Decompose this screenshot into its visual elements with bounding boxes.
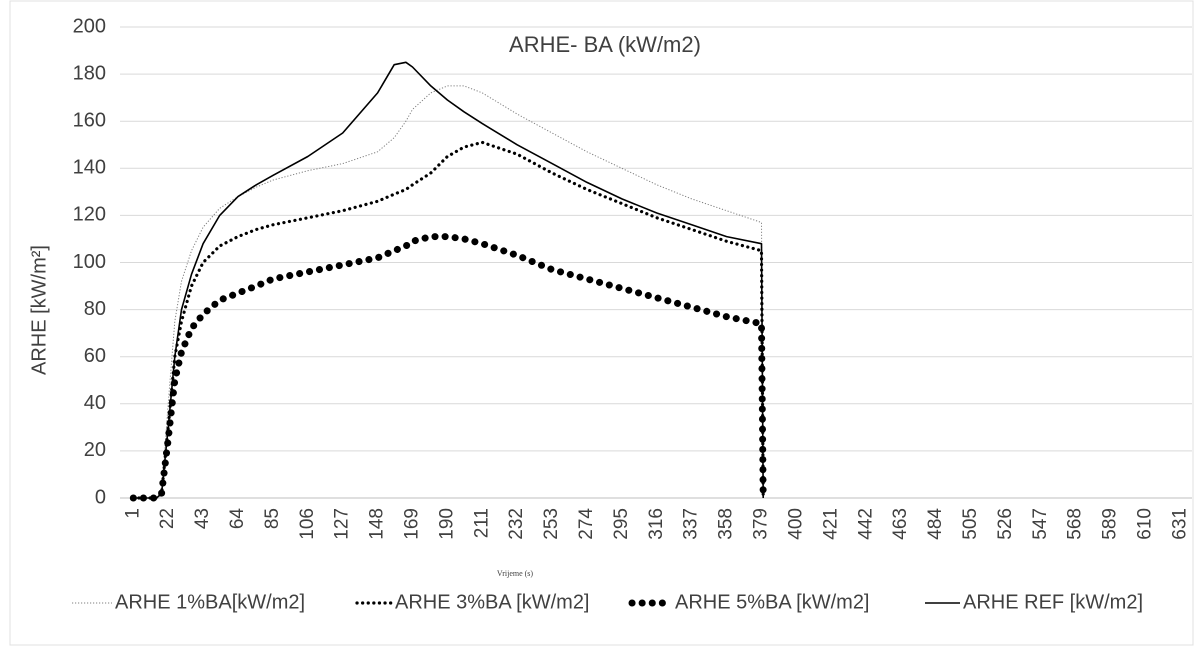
x-tick-label: 64 (227, 508, 248, 530)
x-tick-label: 337 (681, 508, 702, 540)
x-tick-label: 211 (471, 508, 492, 538)
x-tick-label: 190 (436, 508, 457, 540)
y-tick-label: 80 (84, 298, 106, 320)
x-tick-label: 22 (157, 508, 178, 529)
x-tick-label: 631 (1169, 508, 1190, 540)
y-axis-label: ARHE [kW/m²] (28, 245, 50, 375)
x-tick-label: 463 (890, 508, 911, 540)
legend-label: ARHE 3%BA [kW/m2] (395, 591, 590, 613)
x-tick-label: 421 (820, 508, 841, 540)
x-tick-label: 589 (1100, 508, 1121, 540)
x-tick-label: 442 (855, 508, 876, 540)
x-tick-label: 43 (192, 508, 213, 529)
legend-label: ARHE REF [kW/m2] (963, 591, 1143, 613)
legend-label: ARHE 5%BA [kW/m2] (675, 591, 870, 613)
y-tick-label: 20 (84, 439, 106, 461)
chart-frame (9, 0, 1194, 646)
y-tick-label: 40 (84, 392, 106, 414)
x-tick-label: 85 (262, 508, 283, 529)
x-tick-label: 148 (367, 508, 388, 540)
x-tick-label: 169 (402, 508, 423, 540)
x-axis-label: Vrijeme (s) (497, 569, 534, 578)
x-tick-label: 400 (785, 508, 806, 540)
y-tick-label: 160 (73, 109, 106, 131)
x-tick-label: 1 (122, 508, 143, 519)
x-tick-label: 253 (541, 508, 562, 540)
y-tick-label: 0 (95, 486, 106, 508)
series-line (129, 233, 767, 502)
x-tick-label: 232 (506, 508, 527, 540)
y-tick-label: 60 (84, 345, 106, 367)
y-tick-label: 180 (73, 62, 106, 84)
x-tick-label: 358 (716, 508, 737, 540)
x-tick-label: 547 (1030, 508, 1051, 540)
x-tick-label: 610 (1134, 508, 1155, 540)
legend-label: ARHE 1%BA[kW/m2] (115, 591, 305, 613)
x-tick-label: 526 (995, 508, 1016, 540)
chart-title: ARHE- BA (kW/m2) (509, 32, 701, 57)
x-tick-label: 379 (751, 508, 772, 540)
x-tick-label: 484 (925, 508, 946, 540)
x-tick-label: 127 (332, 508, 353, 540)
y-tick-label: 200 (73, 15, 106, 37)
y-tick-label: 140 (73, 157, 106, 179)
x-tick-label: 106 (297, 508, 318, 540)
x-tick-label: 316 (646, 508, 667, 540)
x-tick-label: 295 (611, 508, 632, 540)
x-tick-label: 568 (1065, 508, 1086, 540)
y-tick-label: 100 (73, 251, 106, 273)
y-tick-label: 120 (73, 204, 106, 226)
x-tick-label: 274 (576, 508, 597, 540)
series-line (133, 61, 764, 499)
x-tick-label: 505 (960, 508, 981, 540)
